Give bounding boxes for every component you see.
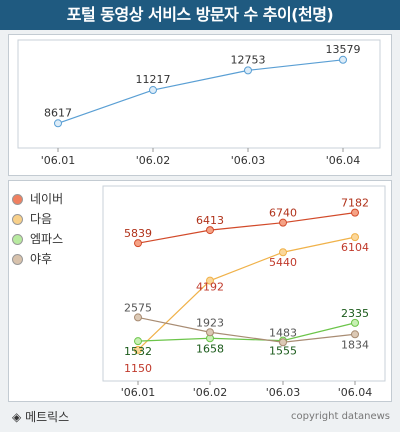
- empas-value-label: 1658: [196, 342, 224, 355]
- empas-value-label: 1555: [269, 345, 297, 358]
- naver-value-label: 7182: [341, 197, 369, 210]
- daum-value-label: 1150: [124, 362, 152, 375]
- total-visitors-point: [149, 86, 157, 95]
- total-visitors-value-label: 13579: [326, 43, 361, 56]
- naver-value-label: 6740: [269, 207, 297, 220]
- total-visitors-panel: [8, 34, 392, 176]
- legend-label-yahoo: 야후: [30, 252, 53, 266]
- naver-point: [279, 218, 287, 227]
- daum-value-label: 4192: [196, 281, 224, 294]
- plot-area: [102, 185, 386, 382]
- naver-point: [351, 208, 359, 217]
- legend-swatch-empas: [12, 234, 23, 245]
- x-tick-label: '06.01: [41, 154, 76, 167]
- naver-value-label: 5839: [124, 227, 152, 240]
- chart-title: 포털 동영상 서비스 방문자 수 추이(천명): [0, 0, 400, 30]
- daum-value-label: 5440: [269, 256, 297, 269]
- daum-point: [279, 248, 287, 257]
- yahoo-point: [351, 330, 359, 339]
- empas-line: [137, 322, 356, 342]
- total-visitors-point: [244, 66, 252, 75]
- naver-point: [134, 239, 142, 248]
- x-tick-label: '06.03: [231, 154, 266, 167]
- total-visitors-value-label: 8617: [44, 106, 72, 119]
- total-visitors-value-label: 11217: [136, 73, 171, 86]
- total-visitors-value-label: 12753: [231, 53, 266, 66]
- legend-label-daum: 다음: [30, 212, 53, 226]
- total-visitors-chart: '06.01 '06.02 '06.03 '06.04 8617 11217 12753 13…: [17, 39, 381, 167]
- empas-value-label: 1532: [124, 345, 152, 358]
- daum-point: [351, 233, 359, 242]
- total-visitors-point: [339, 55, 347, 64]
- source-credit: ◈ 메트릭스: [12, 408, 69, 425]
- naver-value-label: 6413: [196, 214, 224, 227]
- empas-point: [351, 318, 359, 327]
- yahoo-line: [137, 316, 356, 343]
- yahoo-point: [134, 313, 142, 322]
- legend-label-empas: 엠파스: [30, 232, 64, 246]
- yahoo-value-label: 1834: [341, 338, 369, 351]
- x-tick-label: '06.01: [121, 386, 156, 399]
- copyright-text: copyright datanews: [291, 411, 390, 422]
- yahoo-value-label: 1923: [196, 316, 224, 329]
- yahoo-point: [279, 338, 287, 347]
- x-tick-label: '06.04: [326, 154, 361, 167]
- legend-swatch-yahoo: [12, 254, 23, 265]
- yahoo-value-label: 2575: [124, 301, 152, 314]
- daum-value-label: 6104: [341, 241, 369, 254]
- naver-line: [137, 212, 356, 244]
- legend-label-naver: 네이버: [30, 192, 64, 206]
- daum-line: [137, 236, 356, 351]
- daum-point: [206, 276, 214, 285]
- diamond-icon: ◈: [12, 410, 22, 424]
- legend-swatch-daum: [12, 214, 23, 225]
- x-tick-label: '06.02: [136, 154, 171, 167]
- empas-point: [134, 337, 142, 346]
- source-label: 메트릭스: [25, 410, 70, 424]
- portal-breakdown-chart: '06.01 '06.02 '06.03 '06.04 5839 6413 6740 7182…: [102, 185, 386, 399]
- naver-point: [206, 226, 214, 235]
- legend-swatch-naver: [12, 194, 23, 205]
- yahoo-point: [206, 328, 214, 337]
- x-tick-label: '06.04: [338, 386, 373, 399]
- plot-area: [17, 39, 381, 149]
- empas-value-label: 2335: [341, 307, 369, 320]
- total-visitors-point: [54, 119, 62, 128]
- total-visitors-line: [57, 59, 344, 124]
- daum-point: [134, 345, 142, 354]
- x-tick-label: '06.02: [193, 386, 228, 399]
- x-tick-label: '06.03: [266, 386, 301, 399]
- yahoo-value-label: 1483: [269, 326, 297, 339]
